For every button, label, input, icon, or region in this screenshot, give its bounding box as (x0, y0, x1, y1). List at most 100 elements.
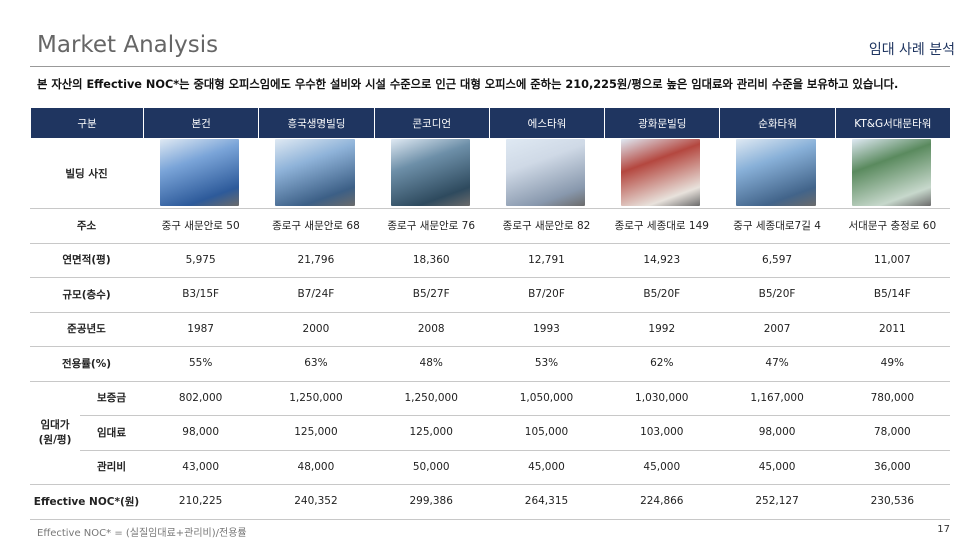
table-cell: 서대문구 충정로 60 (848, 219, 937, 232)
row-label: 규모(층수) (62, 288, 111, 301)
table-cell: 중구 새문안로 50 (161, 219, 240, 232)
table-cell: 48,000 (297, 460, 335, 473)
table-cell: 11,007 (873, 253, 911, 266)
row-label: 보증금 (97, 392, 126, 405)
table-cell: 240,352 (294, 495, 338, 508)
row-label: 준공년도 (67, 323, 106, 336)
table-cell: 중구 세종대로7길 4 (733, 219, 821, 232)
table-cell: 45,000 (758, 460, 796, 473)
header-rule (30, 66, 950, 67)
building-photo (851, 139, 931, 206)
table-cell: 종로구 세종대로 149 (614, 219, 709, 232)
row-label: 연면적(평) (62, 254, 111, 267)
section-label: 임대 사례 분석 (868, 42, 955, 58)
table-cell: B7/24F (297, 288, 335, 301)
row-label: Effective NOC*(원) (33, 495, 140, 508)
column-header: 콘코디언 (373, 108, 489, 138)
table-cell: 1,167,000 (750, 391, 804, 404)
row-divider (30, 242, 950, 244)
group-label-line: 임대가 (40, 419, 70, 432)
row-divider (80, 415, 950, 416)
table-cell: 1992 (648, 322, 676, 335)
row-divider (30, 518, 950, 520)
table-cell: B3/15F (182, 288, 220, 301)
building-photo (736, 139, 816, 206)
building-photo (160, 139, 240, 206)
table-cell: 252,127 (755, 495, 799, 508)
table-cell: 802,000 (178, 391, 223, 404)
building-photo (275, 139, 355, 206)
table-cell: 18,360 (412, 253, 450, 266)
table-cell: 12,791 (528, 253, 565, 266)
table-cell: 종로구 새문안로 68 (272, 219, 360, 232)
table-cell: B5/20F (758, 288, 796, 301)
table-cell: 45,000 (528, 460, 565, 473)
page-number: 17 (937, 524, 950, 535)
row-divider (80, 449, 950, 451)
row-label: 빌딩 사진 (65, 167, 108, 180)
table-cell: 55% (188, 357, 213, 370)
row-label: 주소 (76, 219, 97, 232)
table-cell: 2000 (302, 322, 330, 335)
building-photo (505, 139, 586, 206)
building-photo (390, 139, 470, 206)
table-cell: 78,000 (873, 426, 911, 439)
column-header: 흥국생명빌딩 (258, 108, 374, 138)
table-cell: 종로구 새문안로 76 (387, 219, 476, 232)
column-header: 순화타워 (719, 108, 835, 138)
column-header: 구분 (30, 108, 143, 138)
table-cell: 299,386 (409, 495, 453, 508)
table-cell: 36,000 (873, 460, 911, 473)
table-cell: 224,866 (640, 495, 684, 508)
table-cell: 1993 (533, 322, 560, 335)
table-cell: 210,225 (178, 495, 223, 508)
table-cell: 98,000 (182, 426, 220, 439)
row-divider (30, 277, 950, 278)
row-divider (30, 484, 950, 485)
table-cell: 264,315 (524, 495, 569, 508)
table-cell: 45,000 (643, 460, 681, 473)
row-label: 전용률(%) (61, 357, 112, 370)
column-header: 본건 (143, 108, 259, 138)
table-cell: 47% (765, 357, 789, 370)
row-label: 관리비 (97, 461, 126, 474)
table-cell: 종로구 새문안로 82 (502, 219, 591, 232)
row-divider (30, 311, 950, 313)
row-divider (30, 346, 950, 347)
table-cell: 2011 (878, 322, 906, 335)
table-cell: 1,250,000 (289, 391, 343, 404)
footnote: Effective NOC* = (실질임대료+관리비)/전용률 (37, 528, 247, 539)
table-cell: 6,597 (762, 253, 793, 266)
table-cell: 14,923 (643, 253, 681, 266)
table-cell: 230,536 (870, 495, 915, 508)
row-divider (30, 380, 950, 382)
table-cell: 53% (534, 357, 559, 370)
table-cell: B5/20F (643, 288, 681, 301)
table-cell: B5/14F (873, 288, 911, 301)
table-cell: 1,030,000 (635, 391, 689, 404)
column-header: 에스타워 (488, 108, 605, 138)
table-cell: 125,000 (294, 426, 338, 439)
table-cell: 105,000 (524, 426, 569, 439)
table-cell: 62% (650, 357, 674, 370)
row-divider (30, 208, 950, 209)
table-cell: 98,000 (758, 426, 796, 439)
table-cell: 63% (304, 357, 328, 370)
table-cell: B7/20F (528, 288, 565, 301)
table-cell: 780,000 (870, 391, 915, 404)
table-cell: B5/27F (412, 288, 450, 301)
table-cell: 49% (880, 357, 905, 370)
table-cell: 21,796 (297, 253, 335, 266)
table-cell: 1987 (187, 322, 214, 335)
table-cell: 1,050,000 (519, 391, 574, 404)
table-cell: 125,000 (409, 426, 453, 439)
row-label: 임대료 (97, 426, 126, 439)
table-cell: 5,975 (185, 253, 216, 266)
summary: 본 자산의 Effective NOC*는 중대형 오피스임에도 우수한 설비와… (37, 78, 899, 91)
table-cell: 50,000 (412, 460, 450, 473)
table-cell: 48% (419, 357, 443, 370)
table-cell: 1,250,000 (404, 391, 458, 404)
group-label-line: (원/평) (38, 434, 72, 447)
